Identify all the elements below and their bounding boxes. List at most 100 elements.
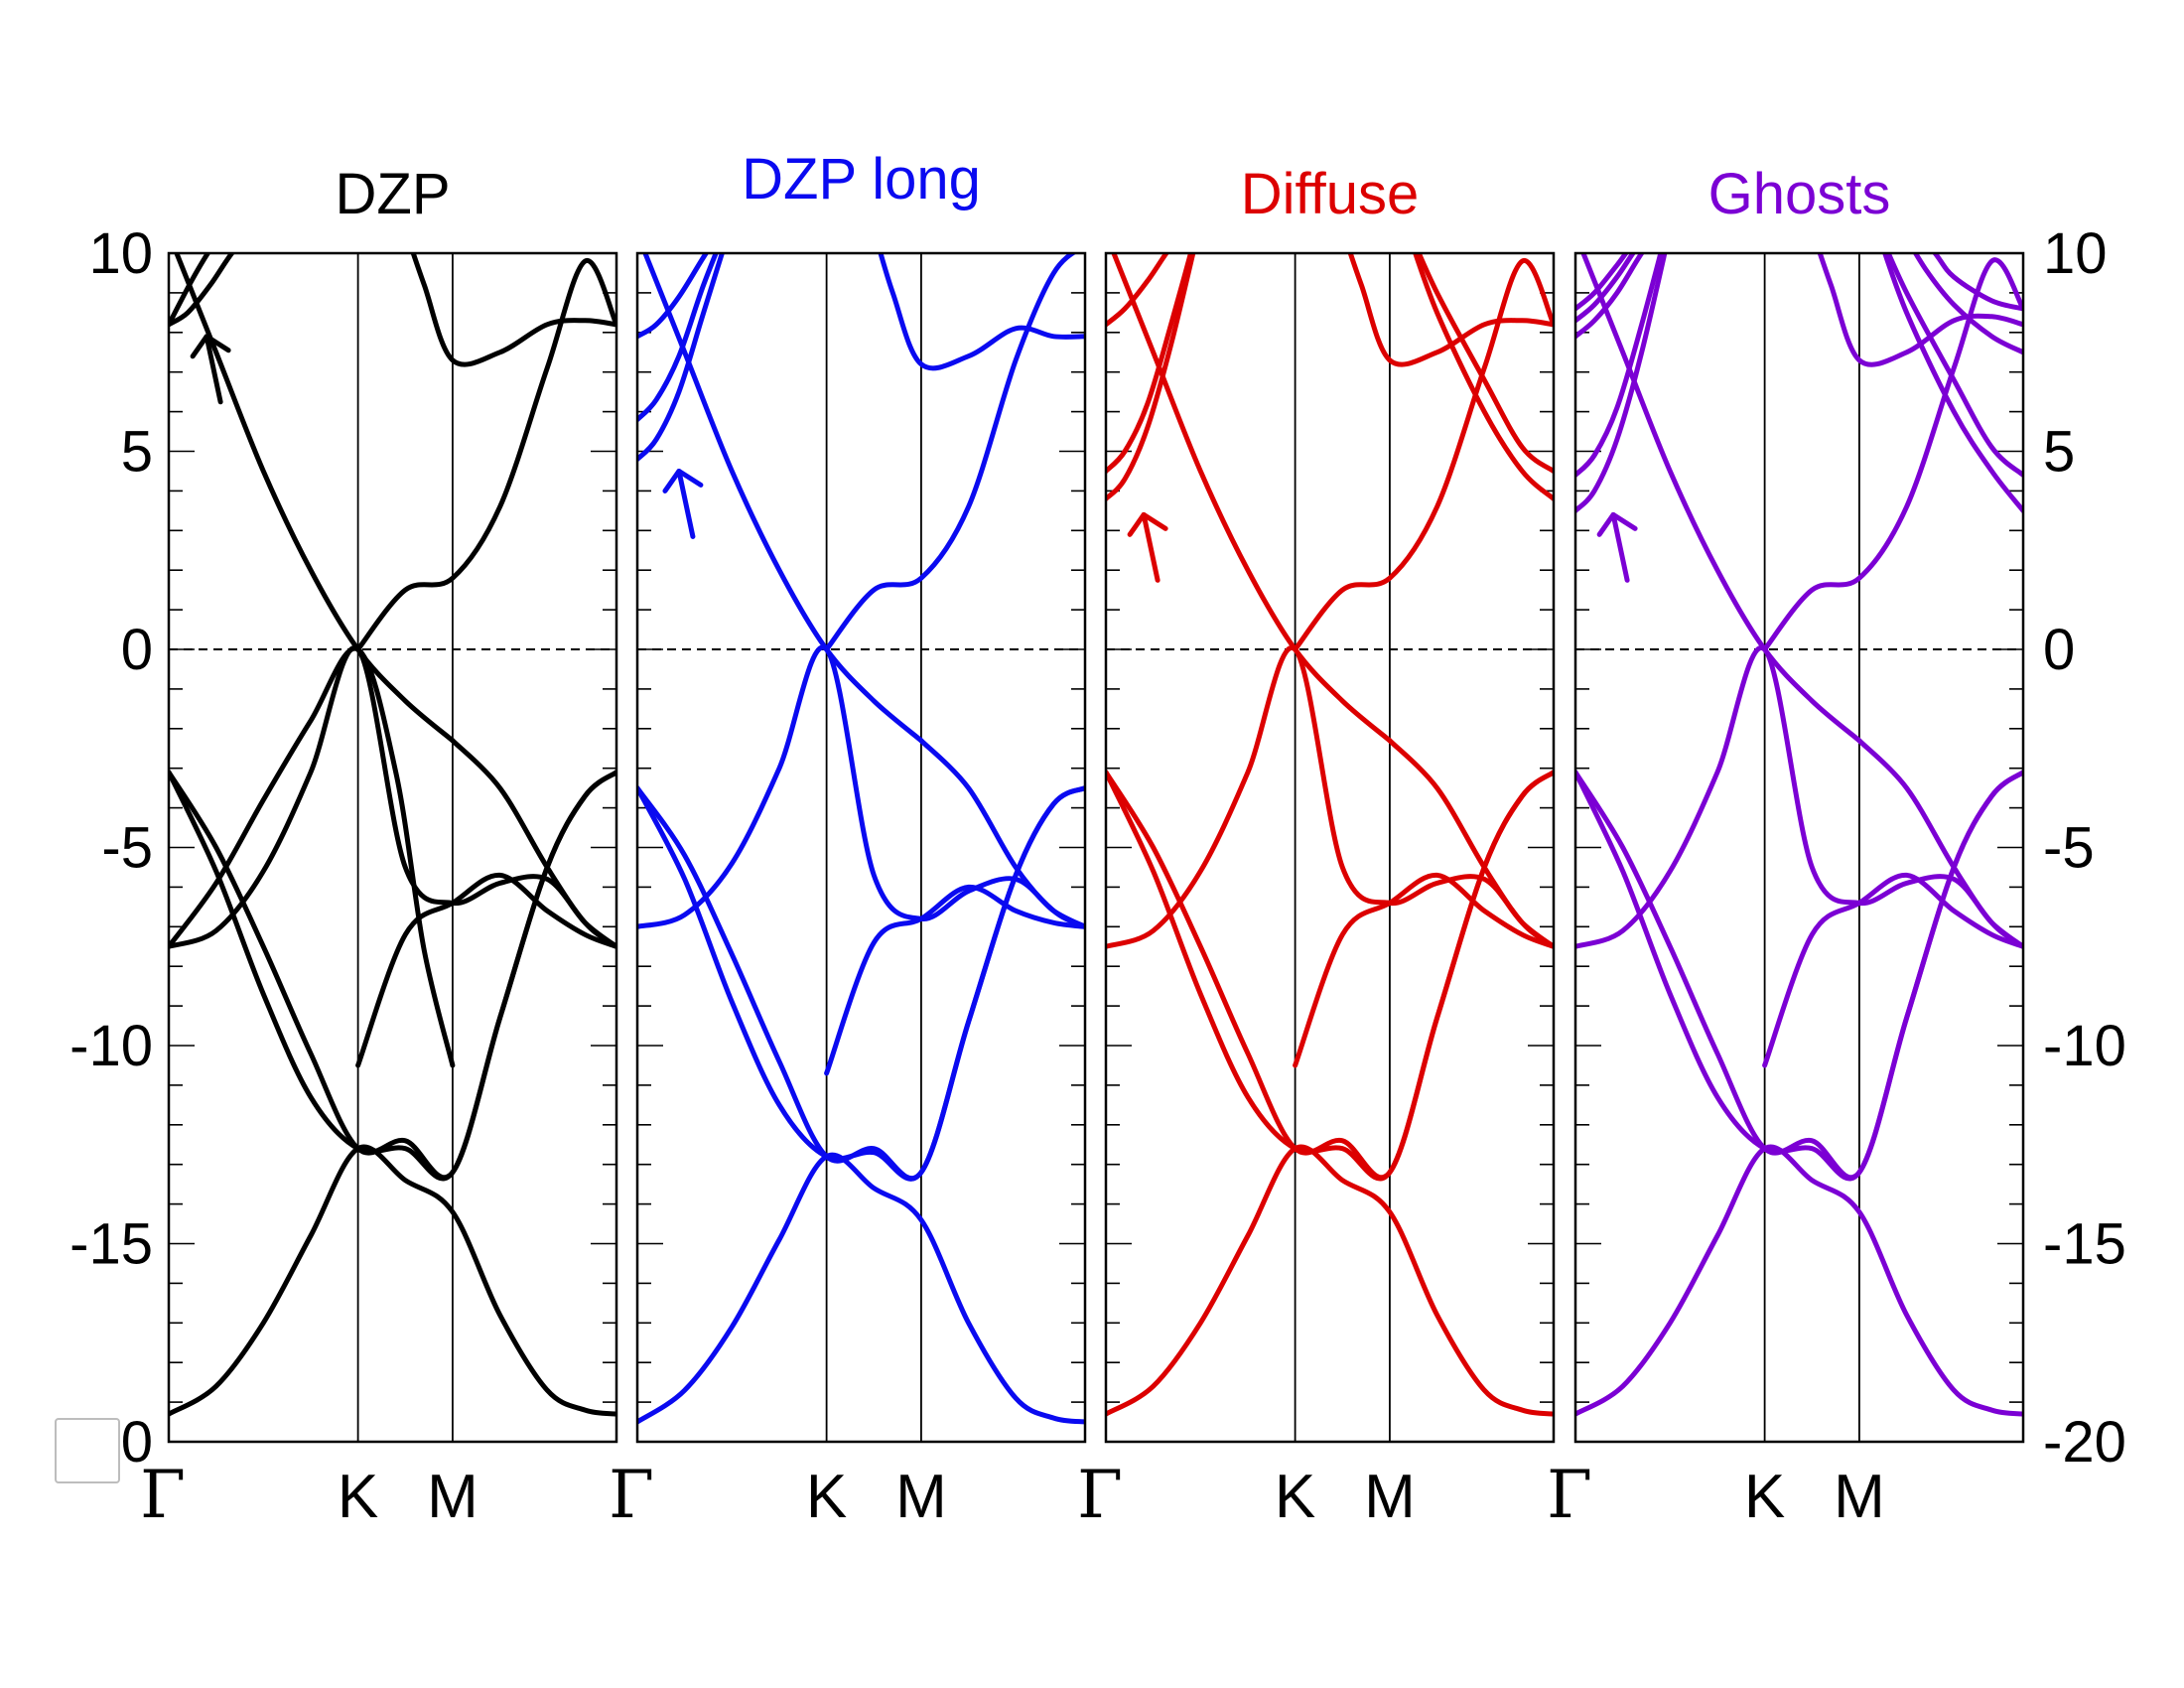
band-line	[637, 253, 710, 340]
panel-title: Ghosts	[1708, 162, 1891, 226]
band-line	[1347, 253, 1554, 367]
right-y-tick-label: 0	[2043, 618, 2075, 682]
x-tick-label: Γ	[140, 1457, 186, 1533]
band-line	[1575, 253, 1668, 513]
band-line	[918, 738, 1085, 929]
left-y-tick-label: 5	[121, 420, 153, 485]
checkbox-overlay[interactable]	[55, 1418, 120, 1483]
band-line	[824, 253, 1077, 652]
band-line	[637, 644, 1085, 929]
band-line	[1106, 644, 1554, 949]
annotation-arrow	[204, 334, 223, 405]
annotation-arrowhead	[190, 334, 231, 359]
band-line	[637, 785, 1085, 1182]
x-tick-label: Γ	[1547, 1457, 1592, 1533]
annotation-arrowhead	[1127, 511, 1168, 537]
band-line	[637, 253, 725, 462]
annotation-arrow	[1610, 511, 1630, 583]
panel-title: Diffuse	[1241, 162, 1419, 226]
panel-2: DZP long Γ K M	[609, 147, 1087, 1533]
panel-frame	[635, 251, 1087, 1444]
x-tick-label: K	[338, 1463, 378, 1531]
band-line	[1413, 253, 1554, 501]
band-line	[1111, 253, 1393, 744]
band-line	[1575, 253, 1629, 312]
band-line	[1575, 253, 1645, 340]
x-tick-label: M	[895, 1463, 947, 1531]
right-y-tick-label: 5	[2043, 420, 2075, 485]
band-line	[1293, 872, 1554, 1068]
x-tick-label: M	[427, 1463, 478, 1531]
left-y-tick-label: 10	[88, 221, 153, 286]
band-line	[1912, 253, 2023, 355]
band-line	[637, 785, 1085, 1182]
band-line	[1106, 253, 1169, 328]
band-line	[1387, 738, 1554, 949]
band-line	[1106, 253, 1196, 501]
band-line	[1416, 253, 1554, 474]
band-line	[1882, 253, 2023, 513]
band-line	[1762, 872, 2023, 1068]
band-line	[169, 645, 456, 1068]
left-y-tick-label: -5	[101, 816, 153, 881]
x-tick-label: K	[1744, 1463, 1785, 1531]
annotation-arrow	[1141, 511, 1160, 583]
band-line	[1762, 257, 2023, 652]
panel-title: DZP	[336, 162, 451, 226]
x-tick-label: K	[806, 1463, 847, 1531]
band-line	[1575, 253, 1636, 324]
band-line	[637, 1152, 1085, 1425]
band-line	[1580, 253, 1862, 744]
right-y-tick-label: -10	[2043, 1014, 2126, 1078]
band-line	[1293, 258, 1554, 652]
panel-4: Ghosts Γ K M	[1547, 162, 2025, 1533]
band-line	[355, 258, 616, 652]
band-line	[450, 738, 616, 949]
band-line	[1106, 253, 1194, 474]
left-y-tick-label: 0	[121, 1410, 153, 1475]
panel-frame	[167, 251, 618, 1444]
band-line	[637, 253, 719, 423]
annotation-arrowhead	[1596, 511, 1638, 537]
panel-frame	[1104, 251, 1556, 1444]
right-y-tick-label: -5	[2043, 816, 2095, 881]
right-y-tick-label: -15	[2043, 1212, 2126, 1277]
band-line	[169, 1144, 616, 1417]
left-y-tick-label: 0	[121, 618, 153, 682]
band-line	[169, 253, 211, 328]
band-line	[1856, 738, 2023, 949]
left-y-tick-label: -10	[69, 1014, 153, 1078]
band-line	[1931, 253, 2023, 312]
x-tick-label: K	[1275, 1463, 1315, 1531]
band-line	[169, 770, 616, 1181]
band-line	[1817, 253, 2023, 367]
band-line	[410, 253, 616, 367]
band-line	[824, 884, 1085, 1076]
band-line	[1575, 644, 2023, 949]
band-line	[1575, 770, 2023, 1182]
x-tick-label: M	[1834, 1463, 1885, 1531]
annotation-arrow	[676, 468, 696, 539]
band-line	[169, 253, 235, 328]
band-line	[1575, 770, 2023, 1181]
annotation-arrowhead	[662, 468, 704, 493]
band-line	[878, 253, 1085, 371]
band-line	[355, 872, 616, 1068]
band-line	[1106, 770, 1554, 1182]
band-line	[1106, 1144, 1554, 1417]
left-y-tick-label: -15	[69, 1212, 153, 1277]
panel-frame	[1573, 251, 2025, 1444]
x-tick-label: Γ	[1077, 1457, 1123, 1533]
band-line	[1575, 1144, 2023, 1417]
panel-title: DZP long	[742, 147, 981, 211]
panel-1: DZP Γ K M	[140, 162, 618, 1533]
band-line	[1575, 253, 1664, 478]
x-tick-label: Γ	[609, 1457, 654, 1533]
band-line	[1885, 253, 2023, 478]
right-y-tick-label: -20	[2043, 1410, 2126, 1475]
band-line	[174, 253, 456, 744]
panel-3: Diffuse Γ K M	[1077, 162, 1556, 1533]
band-line	[169, 644, 616, 949]
right-y-tick-label: 10	[2043, 221, 2108, 286]
